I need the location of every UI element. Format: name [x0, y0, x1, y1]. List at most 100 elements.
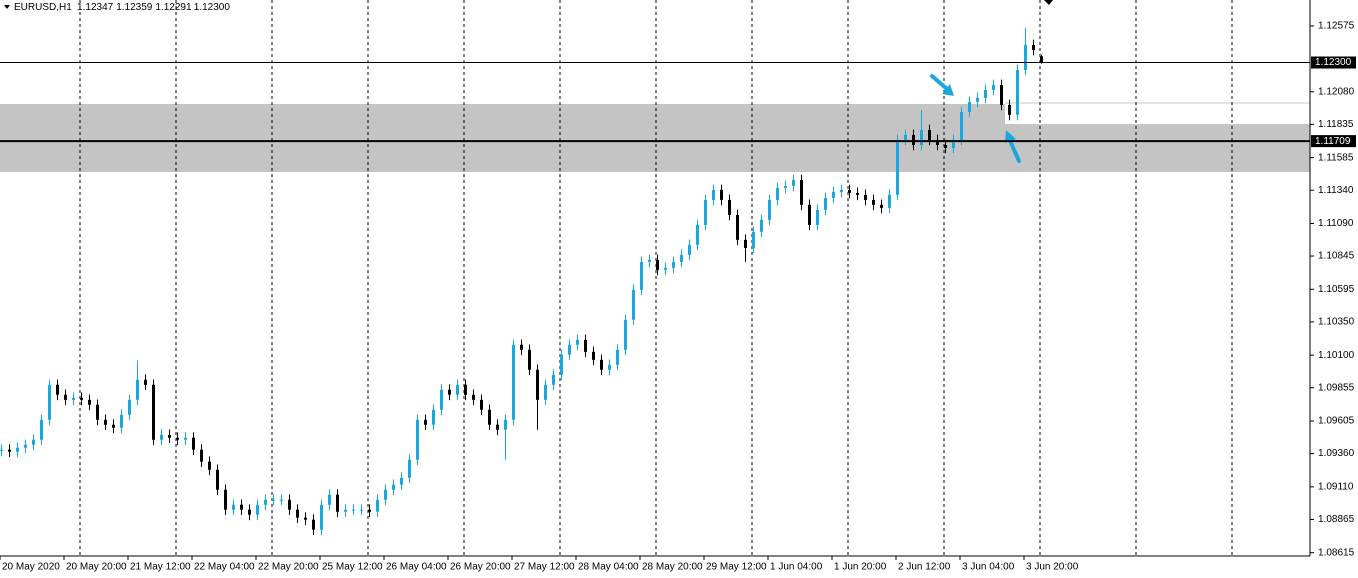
y-tick-label: 1.08615	[1318, 547, 1355, 558]
candle-body	[304, 517, 307, 520]
candle-body	[808, 204, 811, 225]
candle-body	[336, 494, 339, 512]
candle-body	[16, 447, 19, 452]
x-tick-label: 3 Jun 04:00	[962, 562, 1015, 573]
candle-body	[40, 419, 43, 440]
candle-body	[512, 344, 515, 420]
candle-body	[1040, 56, 1043, 63]
price-label: 1.12300	[1315, 57, 1352, 68]
candle-body	[176, 437, 179, 440]
candle-body	[256, 504, 259, 515]
candle-body	[816, 209, 819, 225]
candle-body	[136, 379, 139, 400]
quote-high: 1.12359	[116, 2, 153, 13]
candle-body	[856, 192, 859, 195]
y-tick-label: 1.09110	[1318, 481, 1354, 492]
x-tick-label: 3 Jun 20:00	[1026, 562, 1079, 573]
candle-body	[560, 354, 563, 375]
y-tick-label: 1.12575	[1318, 21, 1355, 32]
candle-body	[504, 419, 507, 430]
candle-body	[752, 231, 755, 248]
candle-body	[88, 399, 91, 405]
candle-body	[344, 509, 347, 512]
price-label-box	[1311, 56, 1356, 69]
candle-body	[552, 374, 555, 385]
candle-body	[976, 97, 979, 102]
candle-body	[128, 399, 131, 415]
candle-body	[312, 519, 315, 530]
candle-body	[672, 261, 675, 268]
candle-body	[216, 469, 219, 490]
candle-body	[416, 419, 419, 460]
candle-body	[32, 439, 35, 445]
x-tick-label: 21 May 12:00	[130, 562, 191, 573]
candle-body	[1024, 44, 1027, 70]
arrow	[930, 74, 954, 96]
candle-body	[616, 349, 619, 365]
y-tick-label: 1.08865	[1318, 514, 1355, 525]
candle-body	[1016, 69, 1019, 115]
candle-body	[584, 339, 587, 352]
price-label: 1.11709	[1315, 136, 1351, 147]
candle-body	[872, 199, 875, 205]
candle-body	[352, 509, 355, 511]
candle-body	[232, 504, 235, 510]
candle-body	[120, 414, 123, 428]
candle-body	[424, 419, 427, 425]
candle-body	[72, 397, 75, 400]
candle-body	[320, 504, 323, 530]
x-tick-label: 1 Jun 20:00	[834, 562, 887, 573]
candle-body	[992, 84, 995, 90]
candle-body	[56, 384, 59, 395]
y-tick-label: 1.10100	[1318, 350, 1355, 361]
candle-body	[184, 437, 187, 440]
menu-triangle	[4, 5, 10, 9]
candle-body	[24, 444, 27, 448]
candle-body	[904, 134, 907, 140]
candle-body	[240, 504, 243, 510]
y-tick-label: 1.10845	[1318, 251, 1355, 262]
x-tick-label: 22 May 20:00	[258, 562, 319, 573]
candle-body	[840, 189, 843, 192]
x-tick-label: 20 May 2020	[2, 562, 60, 573]
candle-body	[712, 189, 715, 200]
x-tick-label: 28 May 04:00	[578, 562, 639, 573]
candle-body	[624, 319, 627, 350]
candle-body	[888, 194, 891, 208]
candle-body	[680, 254, 683, 262]
candle-body	[952, 139, 955, 148]
candle-body	[528, 349, 531, 370]
header: EURUSD,H1 1.12347 1.12359 1.12291 1.12300	[14, 2, 230, 13]
candle-body	[864, 194, 867, 200]
candle-body	[296, 509, 299, 518]
x-tick-label: 28 May 20:00	[642, 562, 703, 573]
price-label-box	[1311, 135, 1356, 148]
arrow	[1005, 130, 1021, 163]
candle-body	[328, 494, 331, 505]
candle-body	[544, 384, 547, 400]
candle-body	[64, 394, 67, 400]
quote-open: 1.12347	[77, 2, 114, 13]
candle-body	[392, 484, 395, 490]
candle-body	[1008, 104, 1011, 115]
candle-body	[968, 101, 971, 112]
marker	[1044, 0, 1053, 5]
candle-body	[448, 389, 451, 395]
candle-body	[984, 89, 987, 98]
candle-body	[648, 259, 651, 262]
x-tick-label: 20 May 20:00	[66, 562, 127, 573]
candle-body	[360, 509, 363, 511]
candle-body	[760, 219, 763, 232]
candle-body	[264, 499, 267, 505]
candle-body	[768, 199, 771, 220]
y-tick-label: 1.11090	[1318, 218, 1354, 229]
candle-body	[368, 509, 371, 512]
candle-body	[48, 384, 51, 420]
x-tick-label: 26 May 20:00	[450, 562, 511, 573]
candle-body	[720, 189, 723, 200]
candle-body	[1032, 44, 1035, 51]
candle-body	[960, 111, 963, 140]
candle-body	[912, 134, 915, 145]
